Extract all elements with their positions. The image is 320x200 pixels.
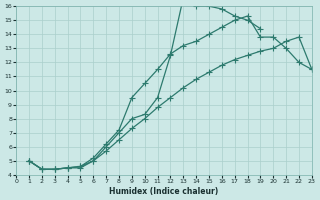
X-axis label: Humidex (Indice chaleur): Humidex (Indice chaleur) [109, 187, 219, 196]
